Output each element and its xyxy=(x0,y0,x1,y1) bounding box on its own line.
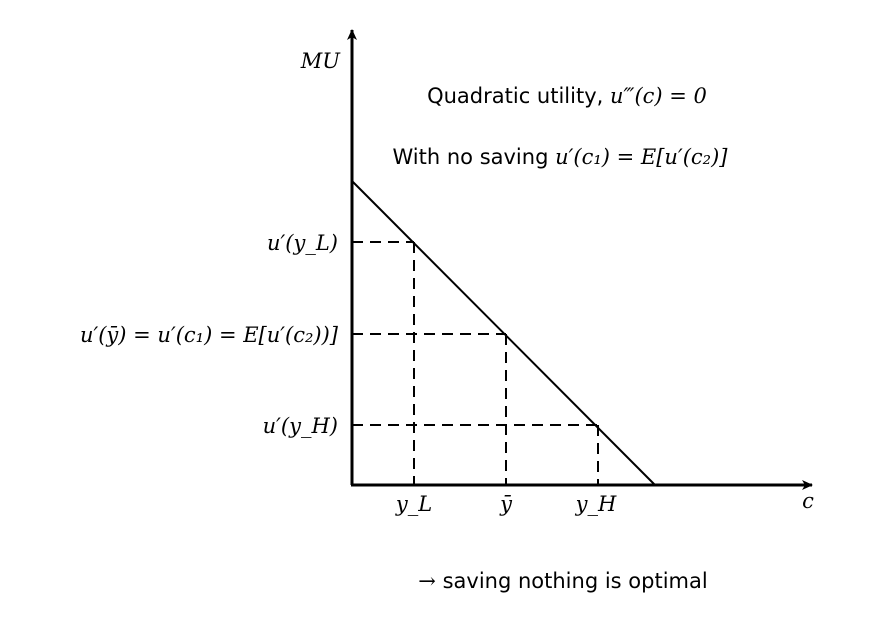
title-annotation: Quadratic utility, u‴(c) = 0 xyxy=(427,84,707,108)
guide-lines xyxy=(352,241,599,485)
x-tick-high-income: y_H xyxy=(575,492,617,516)
mu-curve xyxy=(351,180,656,486)
right-arrow-icon: → xyxy=(418,569,436,593)
subtitle-annotation: With no saving u′(c₁) = E[u′(c₂)] xyxy=(393,145,729,169)
y-axis-label: MU xyxy=(300,49,342,73)
title-math: u‴(c) = 0 xyxy=(610,84,707,108)
y-tick-low-income: u′(y_L) xyxy=(267,231,338,255)
conclusion-text: saving nothing is optimal xyxy=(443,569,708,593)
conclusion-annotation: → saving nothing is optimal xyxy=(418,569,707,593)
subtitle-math: u′(c₁) = E[u′(c₂)] xyxy=(555,145,728,169)
y-tick-high-income: u′(y_H) xyxy=(263,414,338,438)
subtitle-prefix: With no saving xyxy=(393,145,549,169)
x-tick-mean-income: ȳ xyxy=(499,492,513,516)
x-tick-low-income: y_L xyxy=(395,492,432,516)
y-tick-mean-income: u′(ȳ) = u′(c₁) = E[u′(c₂))] xyxy=(80,323,339,347)
x-axis-label: c xyxy=(802,489,814,513)
title-prefix: Quadratic utility, xyxy=(427,84,603,108)
